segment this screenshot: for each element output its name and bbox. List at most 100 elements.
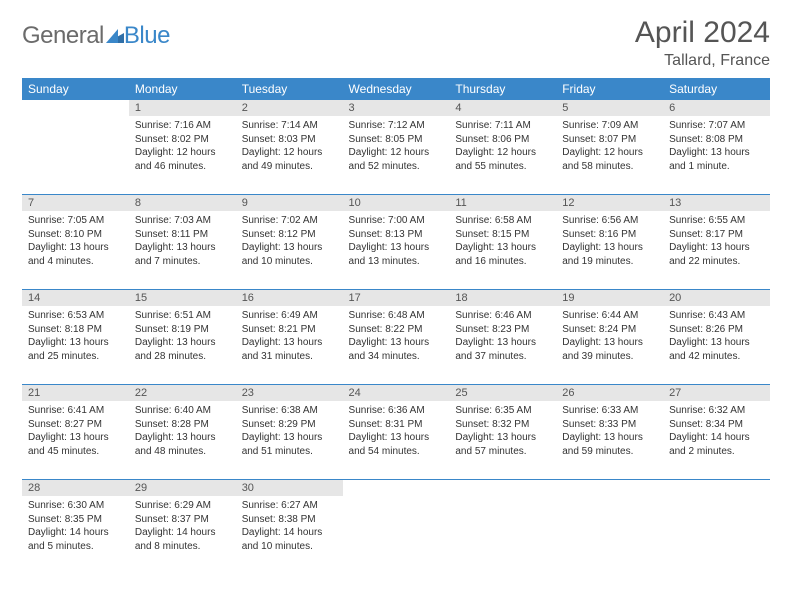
day-sunrise: Sunrise: 7:00 AM (349, 214, 444, 228)
day-daylight2: and 46 minutes. (135, 160, 230, 174)
day-sunrise: Sunrise: 7:09 AM (562, 119, 657, 133)
day-daylight2: and 22 minutes. (669, 255, 764, 269)
day-daylight1: Daylight: 14 hours (28, 526, 123, 540)
day-details: Sunrise: 6:40 AMSunset: 8:28 PMDaylight:… (129, 401, 236, 479)
day-sunrise: Sunrise: 6:35 AM (455, 404, 550, 418)
calendar-day-cell: 5Sunrise: 7:09 AMSunset: 8:07 PMDaylight… (556, 100, 663, 195)
day-number: 2 (236, 100, 343, 116)
calendar-day-cell: 28Sunrise: 6:30 AMSunset: 8:35 PMDayligh… (22, 480, 129, 575)
weekday-header: Sunday (22, 78, 129, 100)
day-sunrise: Sunrise: 6:32 AM (669, 404, 764, 418)
day-sunrise: Sunrise: 7:11 AM (455, 119, 550, 133)
day-sunset: Sunset: 8:12 PM (242, 228, 337, 242)
calendar-day-cell: 7Sunrise: 7:05 AMSunset: 8:10 PMDaylight… (22, 195, 129, 290)
day-sunrise: Sunrise: 6:29 AM (135, 499, 230, 513)
day-daylight2: and 48 minutes. (135, 445, 230, 459)
day-details: Sunrise: 7:16 AMSunset: 8:02 PMDaylight:… (129, 116, 236, 194)
day-details: Sunrise: 6:48 AMSunset: 8:22 PMDaylight:… (343, 306, 450, 384)
day-daylight1: Daylight: 13 hours (135, 241, 230, 255)
day-number: 20 (663, 290, 770, 306)
day-number: 13 (663, 195, 770, 211)
day-sunset: Sunset: 8:18 PM (28, 323, 123, 337)
day-number: 5 (556, 100, 663, 116)
day-number (449, 480, 556, 496)
day-daylight1: Daylight: 13 hours (669, 336, 764, 350)
day-sunset: Sunset: 8:31 PM (349, 418, 444, 432)
day-number: 22 (129, 385, 236, 401)
day-sunset: Sunset: 8:17 PM (669, 228, 764, 242)
day-number: 27 (663, 385, 770, 401)
day-daylight2: and 52 minutes. (349, 160, 444, 174)
day-sunrise: Sunrise: 6:48 AM (349, 309, 444, 323)
calendar-day-cell: 27Sunrise: 6:32 AMSunset: 8:34 PMDayligh… (663, 385, 770, 480)
day-sunrise: Sunrise: 7:05 AM (28, 214, 123, 228)
day-sunset: Sunset: 8:37 PM (135, 513, 230, 527)
day-number: 3 (343, 100, 450, 116)
day-details: Sunrise: 6:58 AMSunset: 8:15 PMDaylight:… (449, 211, 556, 289)
day-sunrise: Sunrise: 6:30 AM (28, 499, 123, 513)
day-daylight1: Daylight: 13 hours (455, 241, 550, 255)
day-daylight2: and 55 minutes. (455, 160, 550, 174)
day-number: 16 (236, 290, 343, 306)
day-number: 29 (129, 480, 236, 496)
day-daylight2: and 10 minutes. (242, 540, 337, 554)
day-sunset: Sunset: 8:13 PM (349, 228, 444, 242)
day-daylight1: Daylight: 13 hours (242, 241, 337, 255)
day-details: Sunrise: 6:36 AMSunset: 8:31 PMDaylight:… (343, 401, 450, 479)
day-daylight2: and 19 minutes. (562, 255, 657, 269)
day-daylight1: Daylight: 13 hours (669, 146, 764, 160)
calendar-day-cell: 25Sunrise: 6:35 AMSunset: 8:32 PMDayligh… (449, 385, 556, 480)
day-daylight2: and 59 minutes. (562, 445, 657, 459)
day-sunset: Sunset: 8:23 PM (455, 323, 550, 337)
day-details: Sunrise: 7:12 AMSunset: 8:05 PMDaylight:… (343, 116, 450, 194)
logo-mark-icon (106, 22, 124, 50)
calendar-table: Sunday Monday Tuesday Wednesday Thursday… (22, 78, 770, 574)
calendar-day-cell: 29Sunrise: 6:29 AMSunset: 8:37 PMDayligh… (129, 480, 236, 575)
day-details: Sunrise: 6:29 AMSunset: 8:37 PMDaylight:… (129, 496, 236, 574)
day-sunrise: Sunrise: 7:02 AM (242, 214, 337, 228)
day-sunrise: Sunrise: 6:41 AM (28, 404, 123, 418)
day-details: Sunrise: 6:30 AMSunset: 8:35 PMDaylight:… (22, 496, 129, 574)
day-daylight1: Daylight: 13 hours (242, 431, 337, 445)
weekday-header-row: Sunday Monday Tuesday Wednesday Thursday… (22, 78, 770, 100)
day-daylight2: and 5 minutes. (28, 540, 123, 554)
calendar-day-cell: 26Sunrise: 6:33 AMSunset: 8:33 PMDayligh… (556, 385, 663, 480)
day-daylight1: Daylight: 13 hours (562, 336, 657, 350)
calendar-day-cell (343, 480, 450, 575)
day-daylight2: and 25 minutes. (28, 350, 123, 364)
day-number: 8 (129, 195, 236, 211)
day-daylight2: and 34 minutes. (349, 350, 444, 364)
day-details: Sunrise: 7:02 AMSunset: 8:12 PMDaylight:… (236, 211, 343, 289)
day-number: 11 (449, 195, 556, 211)
day-details: Sunrise: 7:05 AMSunset: 8:10 PMDaylight:… (22, 211, 129, 289)
day-details (343, 496, 450, 574)
day-sunrise: Sunrise: 7:12 AM (349, 119, 444, 133)
day-sunrise: Sunrise: 6:58 AM (455, 214, 550, 228)
day-daylight2: and 42 minutes. (669, 350, 764, 364)
day-sunset: Sunset: 8:03 PM (242, 133, 337, 147)
weekday-header: Monday (129, 78, 236, 100)
day-details: Sunrise: 6:32 AMSunset: 8:34 PMDaylight:… (663, 401, 770, 479)
day-sunrise: Sunrise: 6:36 AM (349, 404, 444, 418)
day-sunrise: Sunrise: 7:14 AM (242, 119, 337, 133)
weekday-header: Tuesday (236, 78, 343, 100)
day-daylight1: Daylight: 12 hours (562, 146, 657, 160)
day-number: 18 (449, 290, 556, 306)
day-number: 28 (22, 480, 129, 496)
calendar-day-cell: 3Sunrise: 7:12 AMSunset: 8:05 PMDaylight… (343, 100, 450, 195)
calendar-week-row: 28Sunrise: 6:30 AMSunset: 8:35 PMDayligh… (22, 480, 770, 575)
day-daylight1: Daylight: 13 hours (562, 431, 657, 445)
day-sunrise: Sunrise: 6:53 AM (28, 309, 123, 323)
day-sunrise: Sunrise: 6:51 AM (135, 309, 230, 323)
day-number (343, 480, 450, 496)
day-daylight1: Daylight: 13 hours (28, 241, 123, 255)
day-daylight2: and 54 minutes. (349, 445, 444, 459)
day-details: Sunrise: 7:14 AMSunset: 8:03 PMDaylight:… (236, 116, 343, 194)
day-daylight1: Daylight: 12 hours (349, 146, 444, 160)
calendar-day-cell: 17Sunrise: 6:48 AMSunset: 8:22 PMDayligh… (343, 290, 450, 385)
calendar-day-cell: 21Sunrise: 6:41 AMSunset: 8:27 PMDayligh… (22, 385, 129, 480)
day-daylight2: and 39 minutes. (562, 350, 657, 364)
calendar-day-cell (663, 480, 770, 575)
weekday-header: Wednesday (343, 78, 450, 100)
day-daylight1: Daylight: 13 hours (135, 336, 230, 350)
